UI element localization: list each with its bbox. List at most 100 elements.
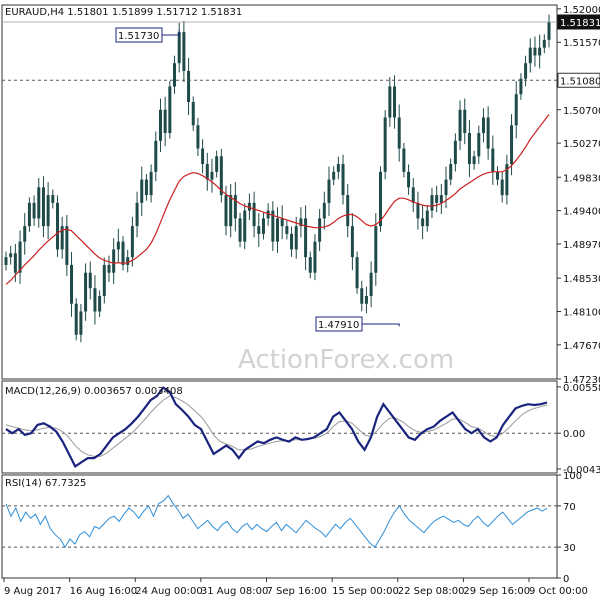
candle-body: [84, 272, 88, 312]
candle-body: [187, 70, 191, 102]
price-panel-frame: [1, 4, 558, 380]
candle-body: [135, 202, 139, 227]
candle-body: [60, 226, 64, 250]
candle-body: [467, 133, 471, 165]
candle-body: [496, 171, 500, 180]
candle-body: [519, 78, 523, 95]
candle-body: [528, 47, 532, 64]
candle-body: [383, 117, 387, 172]
candle-body: [13, 253, 17, 273]
candle-body: [313, 241, 317, 273]
price-axis-label: 1.50270: [563, 139, 600, 150]
rsi-header: RSI(14) 67.7325: [5, 478, 86, 489]
time-axis-label: 9 Oct 00:00: [529, 586, 588, 597]
candle-body: [182, 32, 186, 71]
rsi-panel: 100 70 30 0: [1, 471, 582, 585]
candle-body: [364, 295, 368, 304]
candle-body: [37, 187, 41, 219]
candle-body: [369, 272, 373, 296]
rsi-axis-label: 0: [563, 574, 569, 585]
candle-body: [168, 86, 172, 134]
candle-body: [524, 63, 528, 79]
candle-body: [130, 226, 134, 258]
candle-body: [46, 195, 50, 227]
candle-body: [201, 148, 205, 165]
candle-body: [93, 288, 97, 312]
candle-body: [463, 109, 467, 134]
annotation-leader: [162, 29, 180, 36]
reference-price-label: 1.51080: [560, 76, 600, 87]
candle-body: [505, 164, 509, 196]
candle-body: [196, 125, 200, 149]
candle-body: [65, 226, 69, 265]
candle-body: [397, 117, 401, 149]
macd-line: [5, 386, 548, 469]
candle-body: [158, 109, 162, 141]
macd-axis-label: 0.005586: [563, 383, 600, 394]
price-axis-label: 1.50700: [563, 106, 600, 117]
candle-body: [388, 86, 392, 118]
candle-body: [210, 171, 214, 180]
candle-body: [224, 195, 228, 227]
candle-body: [149, 171, 153, 196]
candle-body: [500, 179, 504, 196]
candle-body: [435, 195, 439, 203]
candle-body: [360, 288, 364, 304]
reference-price-box: [557, 72, 600, 88]
candle-body: [547, 22, 551, 40]
candle-body: [290, 233, 294, 250]
rsi-axis-label: 30: [563, 543, 576, 554]
candle-body: [266, 210, 270, 219]
candle-body: [538, 47, 542, 56]
candle-body: [327, 179, 331, 203]
candle-body: [294, 226, 298, 250]
current-price-box: [557, 14, 600, 30]
candle-body: [32, 202, 36, 219]
candle-body: [126, 257, 130, 265]
candle-body: [219, 156, 223, 196]
candle-body: [416, 202, 420, 219]
candle-body: [252, 202, 256, 227]
candle-body: [411, 187, 415, 203]
candle-body: [421, 218, 425, 227]
moving-average-line: [5, 114, 550, 285]
candle-body: [18, 241, 22, 273]
macd-panel: 0.005586 0.00 -0.004312: [1, 380, 600, 476]
candle-body: [425, 210, 429, 227]
candle-body: [55, 202, 59, 250]
candle-body: [444, 179, 448, 196]
candle-body: [318, 218, 322, 242]
candle-body: [9, 253, 13, 258]
annotation-box: [115, 27, 163, 43]
candle-body: [402, 148, 406, 172]
price-axis-label: 1.47670: [563, 341, 600, 352]
time-axis-label: 31 Aug 08:00: [201, 586, 268, 597]
candle-body: [41, 187, 45, 227]
time-axis-label: 15 Sep 00:00: [332, 586, 399, 597]
candle-body: [393, 86, 397, 118]
candle-body: [510, 125, 514, 165]
candle-body: [140, 179, 144, 203]
candle-body: [430, 195, 434, 211]
candle-body: [191, 101, 195, 126]
candle-body: [51, 195, 55, 203]
candle-body: [332, 171, 336, 180]
price-axis-label: 1.48530: [563, 274, 600, 285]
candle-body: [102, 264, 106, 296]
price-header: EURAUD,H4 1.51801 1.51899 1.51712 1.5183…: [5, 7, 242, 18]
candle-body: [144, 179, 148, 196]
candle-body: [322, 202, 326, 219]
candle-body: [107, 264, 111, 273]
candle-body: [4, 257, 8, 265]
annotation-label: 1.51730: [118, 31, 159, 42]
candle-body: [163, 109, 167, 134]
candle-body: [439, 195, 443, 203]
candle-body: [336, 164, 340, 172]
macd-panel-frame: [1, 380, 558, 474]
candle-body: [542, 39, 546, 48]
candle-body: [247, 202, 251, 211]
